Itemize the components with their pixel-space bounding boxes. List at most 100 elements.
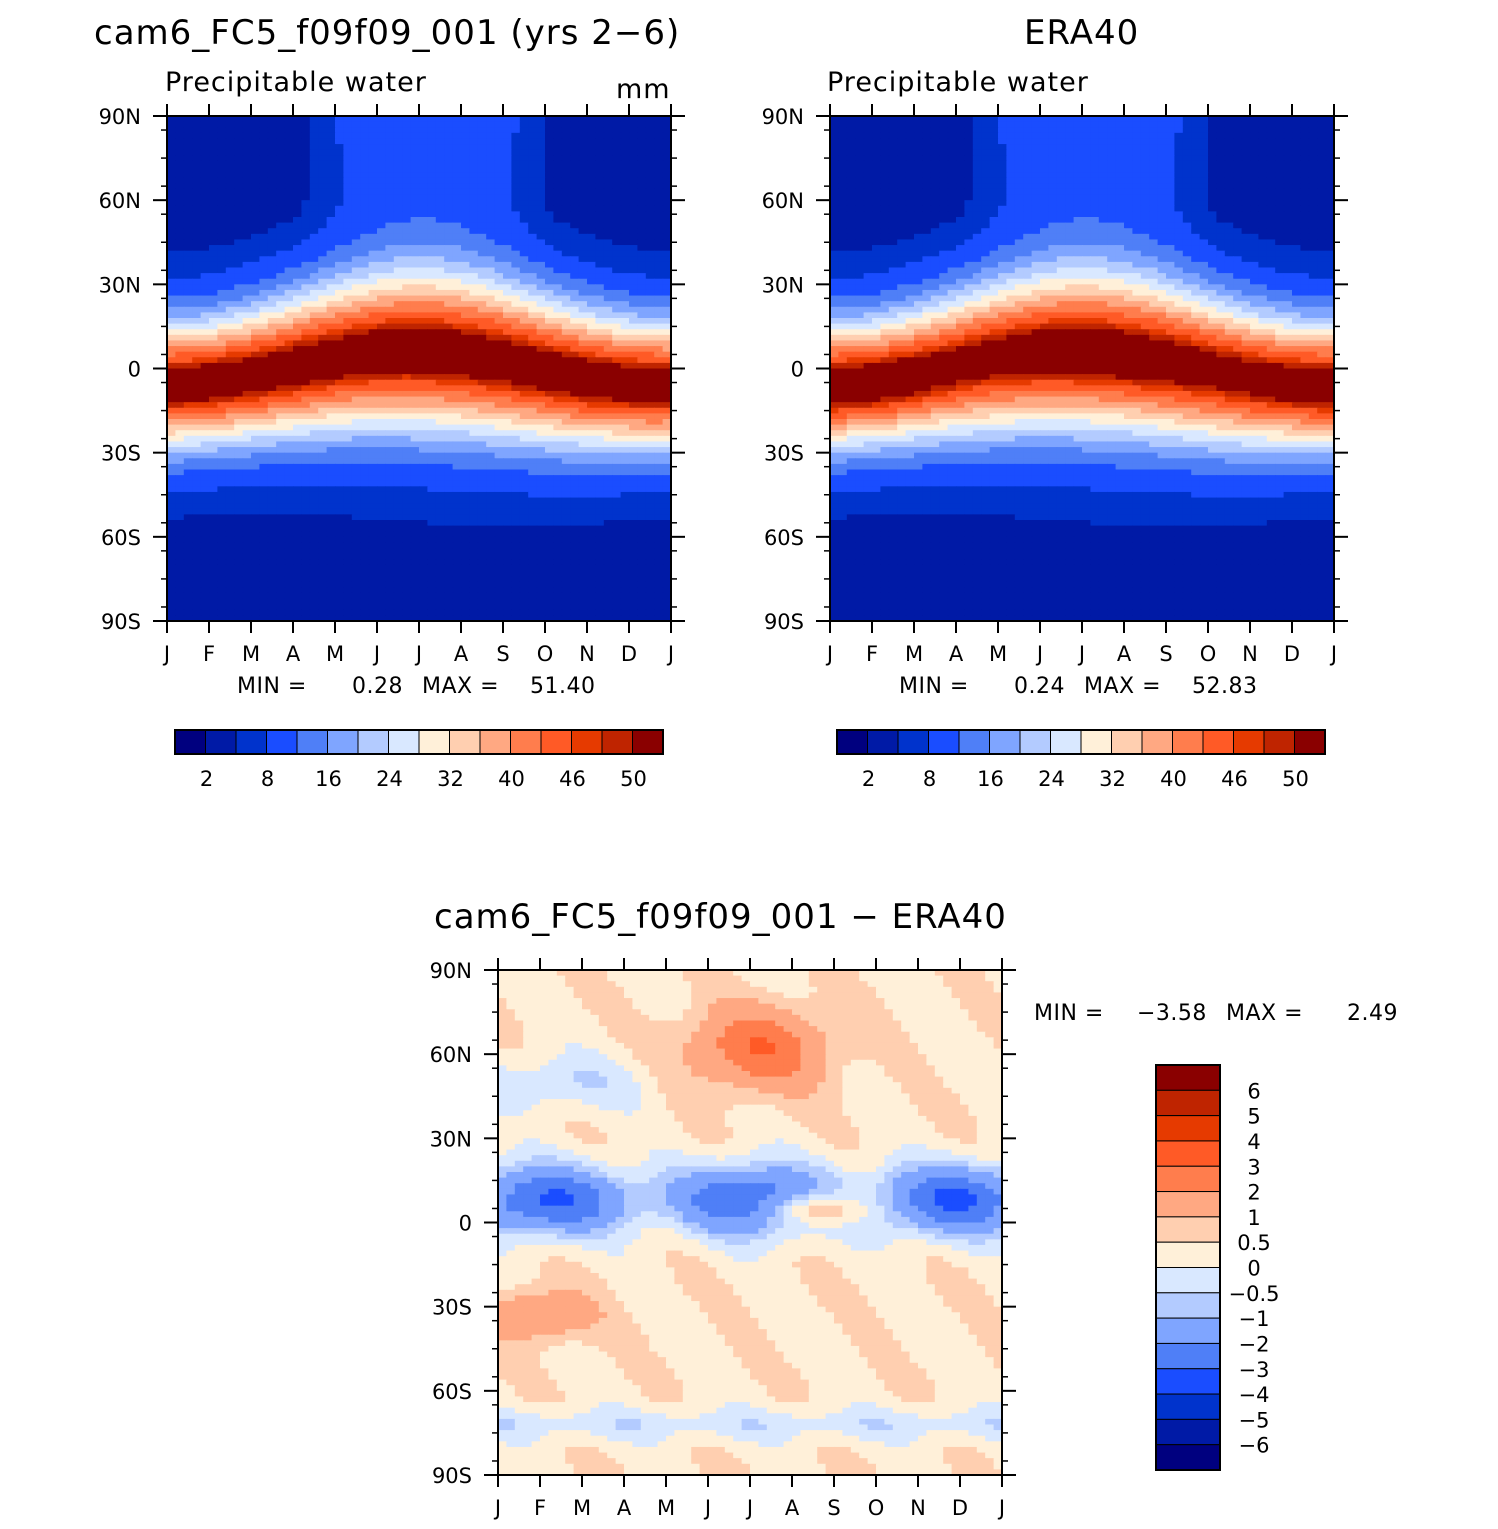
panel1-colorbar-label: 50 xyxy=(620,767,647,791)
panel2-colorbar-box xyxy=(837,730,868,754)
diff-colorbar-box xyxy=(1156,1141,1220,1166)
panel1-lat-label: 30S xyxy=(101,442,141,466)
panel2-colorbar-box xyxy=(898,730,929,754)
diff-colorbar-box xyxy=(1156,1293,1220,1318)
panel2-colorbar-box xyxy=(959,730,990,754)
panel1-colorbar-box xyxy=(297,730,328,754)
panel1-colorbar-box xyxy=(236,730,267,754)
panel2-colorbar-label: 40 xyxy=(1160,767,1187,791)
panel2-month-label: J xyxy=(1077,642,1085,666)
panel1-colorbar: 2 8 16 24 32 40 46 50 xyxy=(175,730,663,791)
diff-colorbar-box xyxy=(1156,1090,1220,1115)
panel1-colorbar-label: 40 xyxy=(498,767,525,791)
panel2-colorbar-label: 16 xyxy=(977,767,1004,791)
panel3-lat-label: 90N xyxy=(430,959,472,983)
diff-colorbar-label: −0.5 xyxy=(1229,1282,1280,1306)
panel3-lat-label: 60N xyxy=(430,1043,472,1067)
panel1-month-label: D xyxy=(621,642,637,666)
diff-colorbar-label: 4 xyxy=(1247,1130,1260,1154)
panel3-month-label: N xyxy=(910,1496,926,1520)
panel2-colorbar-label: 8 xyxy=(923,767,936,791)
panel2-month-label: N xyxy=(1242,642,1258,666)
panel2-lat-label: 90S xyxy=(764,610,804,634)
panel1-colorbar-box xyxy=(450,730,481,754)
panel2-lat-label: 60S xyxy=(764,526,804,550)
diff-colorbar-label: −6 xyxy=(1239,1434,1270,1458)
panel2-lat-label: 60N xyxy=(762,189,804,213)
panel1-colorbar-box xyxy=(511,730,542,754)
panel2-field xyxy=(830,116,1335,622)
panel2-colorbar-box xyxy=(868,730,899,754)
panel2-month-label: F xyxy=(866,642,878,666)
panel2-month-label: D xyxy=(1284,642,1300,666)
panel1-lat-label: 60N xyxy=(99,189,141,213)
panel2-colorbar-box xyxy=(1234,730,1265,754)
panel2-colorbar-box xyxy=(1295,730,1326,754)
panel3-month-label: M xyxy=(657,1496,675,1520)
panel1-lat-label: 90N xyxy=(99,105,141,129)
panel1-month-label: J xyxy=(414,642,422,666)
panel2-month-label: A xyxy=(949,642,964,666)
panel1-colorbar-box xyxy=(206,730,237,754)
panel2-colorbar-label: 24 xyxy=(1038,767,1065,791)
panel1-colorbar-label: 16 xyxy=(315,767,342,791)
panel3-month-label: O xyxy=(868,1496,885,1520)
panel1-colorbar-box xyxy=(175,730,206,754)
panel1-colorbar-label: 46 xyxy=(559,767,586,791)
panel1-lat-label: 30N xyxy=(99,273,141,297)
panel1-month-label: N xyxy=(579,642,595,666)
panel1-colorbar-box xyxy=(267,730,298,754)
panel2-colorbar-label: 2 xyxy=(862,767,875,791)
panel1-colorbar-label: 32 xyxy=(437,767,464,791)
panel1-colorbar-box xyxy=(572,730,603,754)
diff-colorbar-box xyxy=(1156,1242,1220,1267)
diff-colorbar-label: −5 xyxy=(1239,1408,1270,1432)
panel3-month-label: S xyxy=(827,1496,840,1520)
diff-colorbar-box xyxy=(1156,1343,1220,1368)
panel3-month-label: J xyxy=(997,1496,1005,1520)
panel2-colorbar-box xyxy=(1051,730,1082,754)
panel3-lat-label: 60S xyxy=(432,1380,472,1404)
diff-colorbar-box xyxy=(1156,1369,1220,1394)
panel3-month-label: J xyxy=(493,1496,501,1520)
panel3-lat-label: 30N xyxy=(430,1127,472,1151)
panel3-field xyxy=(498,970,1003,1476)
panel2-colorbar-box xyxy=(1020,730,1051,754)
panel1-colorbar-box xyxy=(633,730,664,754)
panel2-lat-label: 30N xyxy=(762,273,804,297)
panel2-month-label: J xyxy=(1035,642,1043,666)
panel1-month-label: M xyxy=(242,642,260,666)
panel3-lat-label: 0 xyxy=(459,1212,472,1236)
panel1-colorbar-label: 8 xyxy=(261,767,274,791)
panel3-month-label: F xyxy=(534,1496,546,1520)
panel1-colorbar-box xyxy=(389,730,420,754)
panel1-month-label: J xyxy=(372,642,380,666)
diff-colorbar-box xyxy=(1156,1318,1220,1343)
panel1-month-label: A xyxy=(454,642,469,666)
diff-colorbar-label: 3 xyxy=(1247,1155,1260,1179)
panel2-lat-label: 90N xyxy=(762,105,804,129)
panel1-month-label: F xyxy=(203,642,215,666)
diff-colorbar-box xyxy=(1156,1166,1220,1191)
diff-colorbar-box xyxy=(1156,1065,1220,1090)
diff-colorbar-box xyxy=(1156,1268,1220,1293)
panel1-colorbar-box xyxy=(328,730,359,754)
panel2-colorbar-label: 46 xyxy=(1221,767,1248,791)
panel1-colorbar-label: 2 xyxy=(200,767,213,791)
panel2-month-label: O xyxy=(1200,642,1217,666)
panel1-colorbar-box xyxy=(541,730,572,754)
diff-colorbar-label: −3 xyxy=(1239,1358,1270,1382)
panel2-month-label: S xyxy=(1159,642,1172,666)
diff-colorbar-label: 0.5 xyxy=(1237,1231,1270,1255)
diff-colorbar-box xyxy=(1156,1116,1220,1141)
diff-colorbar-label: 5 xyxy=(1247,1105,1260,1129)
panel1-colorbar-box xyxy=(602,730,633,754)
panel2-colorbar-box xyxy=(1264,730,1295,754)
panel1-month-label: S xyxy=(496,642,509,666)
diff-colorbar-label: −4 xyxy=(1239,1383,1270,1407)
panel2-colorbar-box xyxy=(1173,730,1204,754)
panel2-lat-label: 0 xyxy=(791,358,804,382)
panel1-field xyxy=(167,116,672,622)
panel3-month-label: J xyxy=(703,1496,711,1520)
